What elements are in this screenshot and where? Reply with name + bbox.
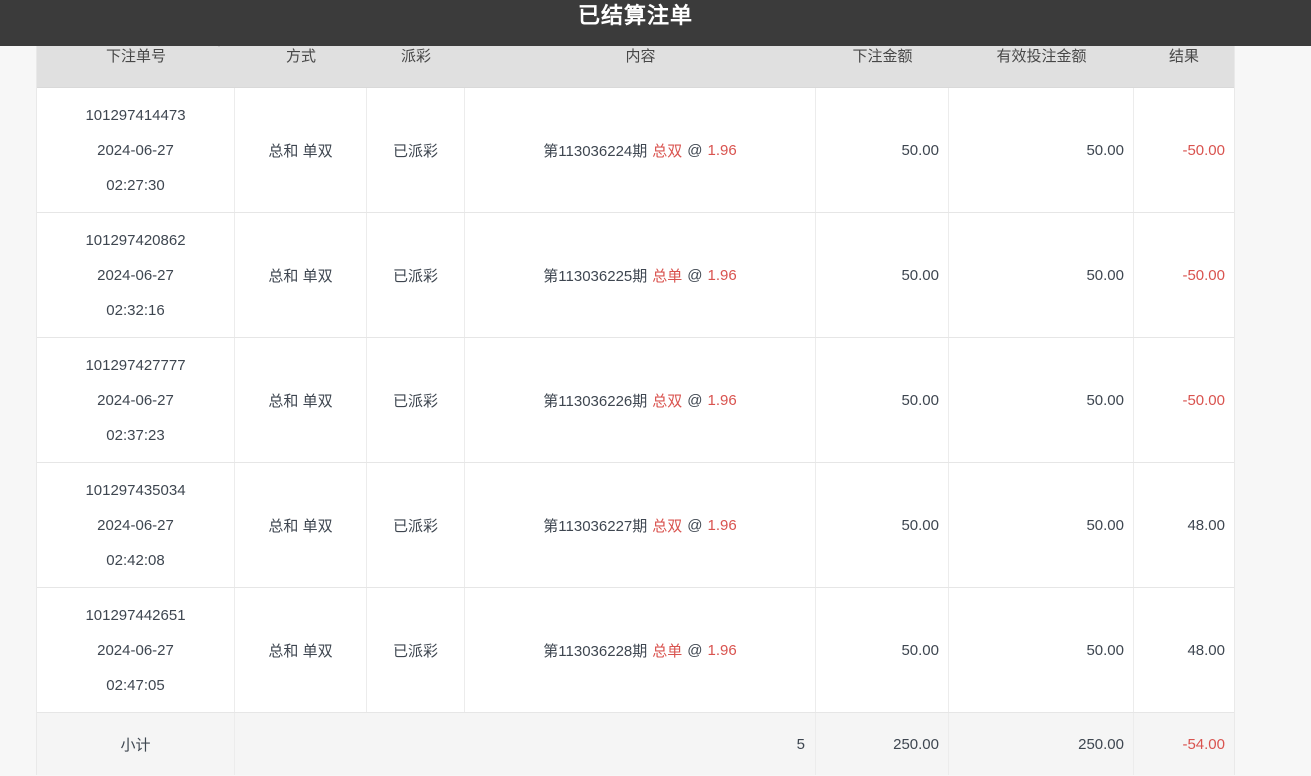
order-date: 2024-06-27 [97,641,174,659]
cell-content: 第113036228期 总单 @ 1.96 [465,588,816,712]
cell-content: 第113036226期 总双 @ 1.96 [465,338,816,462]
cell-result: -50.00 [1182,391,1225,409]
title-bar: 已结算注单 [0,0,1311,46]
cell-payout-status: 已派彩 [367,463,465,587]
pick-text: 总双 [652,392,683,410]
order-number: 101297420862 [85,231,186,249]
order-time: 02:47:05 [106,676,165,694]
column-header-method: 方式 [285,48,316,65]
cell-order-no: 101297420862 2024-06-27 02:32:16 [37,213,235,337]
summary-result: -54.00 [1134,713,1234,775]
order-number: 101297427777 [85,356,186,374]
column-header-result: 结果 [1168,48,1199,65]
cell-valid-amount: 50.00 [949,213,1134,337]
column-header-label: 下注单号 [105,48,166,65]
summary-label: 小计 [37,713,235,775]
column-header-valid-amount: 有效投注金额 [996,48,1087,65]
page-title: 已结算注单 [577,3,693,28]
cell-method: 总和 单双 [235,88,367,212]
order-date: 2024-06-27 [97,391,174,409]
order-number: 101297435034 [85,481,186,499]
table-row: 101297420862 2024-06-27 02:32:16 总和 单双 已… [37,213,1234,338]
odds-value: 1.96 [707,516,737,534]
summary-bet-amount: 250.00 [816,713,949,775]
cell-result: -50.00 [1182,266,1225,284]
pick-text: 总单 [652,267,683,285]
period-text: 第113036228期 [543,642,648,660]
cell-content: 第113036224期 总双 @ 1.96 [465,88,816,212]
at-sign: @ [687,141,703,159]
cell-result: 48.00 [1187,516,1225,534]
period-text: 第113036224期 [543,142,648,160]
order-time: 02:42:08 [106,551,165,569]
cell-payout-status: 已派彩 [367,88,465,212]
cell-valid-amount: 50.00 [949,338,1134,462]
cell-method: 总和 单双 [235,588,367,712]
period-text: 第113036226期 [543,392,648,410]
cell-order-no: 101297414473 2024-06-27 02:27:30 [37,88,235,212]
pick-text: 总双 [652,517,683,535]
cell-method: 总和 单双 [235,213,367,337]
cell-bet-amount: 50.00 [816,338,949,462]
odds-value: 1.96 [707,641,737,659]
at-sign: @ [687,266,703,284]
order-date: 2024-06-27 [97,516,174,534]
order-number: 101297442651 [85,606,186,624]
period-text: 第113036227期 [543,517,648,535]
table-row: 101297414473 2024-06-27 02:27:30 总和 单双 已… [37,88,1234,213]
cell-payout-status: 已派彩 [367,213,465,337]
summary-count: 5 [235,713,816,775]
at-sign: @ [687,641,703,659]
odds-value: 1.96 [707,391,737,409]
cell-result: -50.00 [1182,141,1225,159]
order-number: 101297414473 [85,106,186,124]
at-sign: @ [687,391,703,409]
table-row: 101297435034 2024-06-27 02:42:08 总和 单双 已… [37,463,1234,588]
cell-method: 总和 单双 [235,338,367,462]
odds-value: 1.96 [707,266,737,284]
column-header-order-no[interactable]: 下注单号 [37,38,235,87]
cell-payout-status: 已派彩 [367,588,465,712]
order-date: 2024-06-27 [97,141,174,159]
settled-bets-table: 下注单号 方式 派彩 内容 下注金额 有效投注金额 结果 10129741447… [36,38,1235,775]
cell-order-no: 101297435034 2024-06-27 02:42:08 [37,463,235,587]
column-header-bet-amount: 下注金额 [852,48,913,65]
order-date: 2024-06-27 [97,266,174,284]
cell-valid-amount: 50.00 [949,463,1134,587]
order-time: 02:37:23 [106,426,165,444]
cell-payout-status: 已派彩 [367,338,465,462]
summary-row: 小计 5 250.00 250.00 -54.00 [37,713,1234,775]
cell-valid-amount: 50.00 [949,88,1134,212]
column-header-payout: 派彩 [400,48,431,65]
summary-valid-amount: 250.00 [949,713,1134,775]
order-time: 02:27:30 [106,176,165,194]
cell-bet-amount: 50.00 [816,213,949,337]
table-header-row: 下注单号 方式 派彩 内容 下注金额 有效投注金额 结果 [37,38,1234,88]
pick-text: 总双 [652,142,683,160]
period-text: 第113036225期 [543,267,648,285]
table-row: 101297427777 2024-06-27 02:37:23 总和 单双 已… [37,338,1234,463]
column-header-content: 内容 [625,48,656,65]
cell-order-no: 101297442651 2024-06-27 02:47:05 [37,588,235,712]
odds-value: 1.96 [707,141,737,159]
at-sign: @ [687,516,703,534]
table-row: 101297442651 2024-06-27 02:47:05 总和 单双 已… [37,588,1234,713]
cell-order-no: 101297427777 2024-06-27 02:37:23 [37,338,235,462]
cell-method: 总和 单双 [235,463,367,587]
order-time: 02:32:16 [106,301,165,319]
sort-icon [211,38,227,68]
cell-bet-amount: 50.00 [816,88,949,212]
cell-bet-amount: 50.00 [816,463,949,587]
cell-valid-amount: 50.00 [949,588,1134,712]
table-body: 101297414473 2024-06-27 02:27:30 总和 单双 已… [37,88,1234,713]
pick-text: 总单 [652,642,683,660]
cell-content: 第113036227期 总双 @ 1.96 [465,463,816,587]
cell-bet-amount: 50.00 [816,588,949,712]
cell-content: 第113036225期 总单 @ 1.96 [465,213,816,337]
cell-result: 48.00 [1187,641,1225,659]
